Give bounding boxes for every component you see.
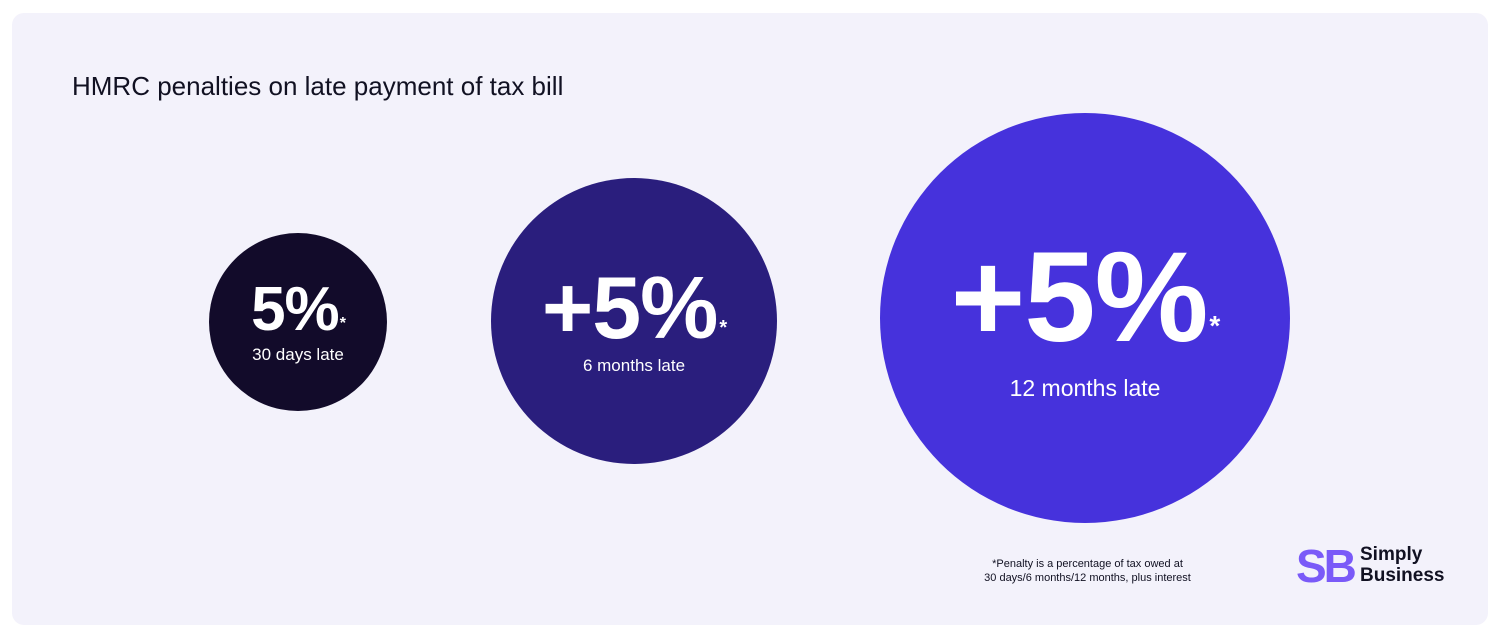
logo-text-line-1: Simply [1360, 544, 1423, 565]
asterisk-mark: * [1209, 310, 1220, 341]
logo-text: Simply Business [1360, 544, 1444, 586]
penalty-value-text: 5% [251, 275, 340, 344]
penalty-value: +5%* [491, 259, 777, 377]
simply-business-logo: SB Simply Business [1296, 542, 1456, 590]
logo-text-line-2: Business [1360, 565, 1445, 586]
page-title: HMRC penalties on late payment of tax bi… [72, 71, 564, 101]
penalty-value: +5%* [880, 228, 1290, 396]
footnote: *Penalty is a percentage of tax owed at … [965, 557, 1210, 585]
penalty-circle-6-months: +5% * 6 months late [491, 178, 777, 464]
footnote-line-1: *Penalty is a percentage of tax owed at [992, 558, 1183, 570]
penalty-label: 30 days late [252, 345, 344, 364]
penalty-value-text: +5% [950, 226, 1209, 369]
penalty-circle-30-days: 5%* 30 days late [209, 233, 387, 411]
penalty-value: 5%* [209, 275, 387, 359]
penalty-label: 6 months late [582, 356, 686, 375]
asterisk-mark: * [339, 315, 346, 332]
penalty-label: 12 months late [1009, 375, 1161, 401]
penalty-circle-12-months: +5%* 12 months late [880, 113, 1290, 523]
logo-mark: SB [1296, 540, 1357, 592]
asterisk-mark: * [719, 317, 727, 339]
penalty-value-text: +5% [541, 258, 719, 357]
footnote-line-2: 30 days/6 months/12 months, plus interes… [984, 572, 1191, 584]
